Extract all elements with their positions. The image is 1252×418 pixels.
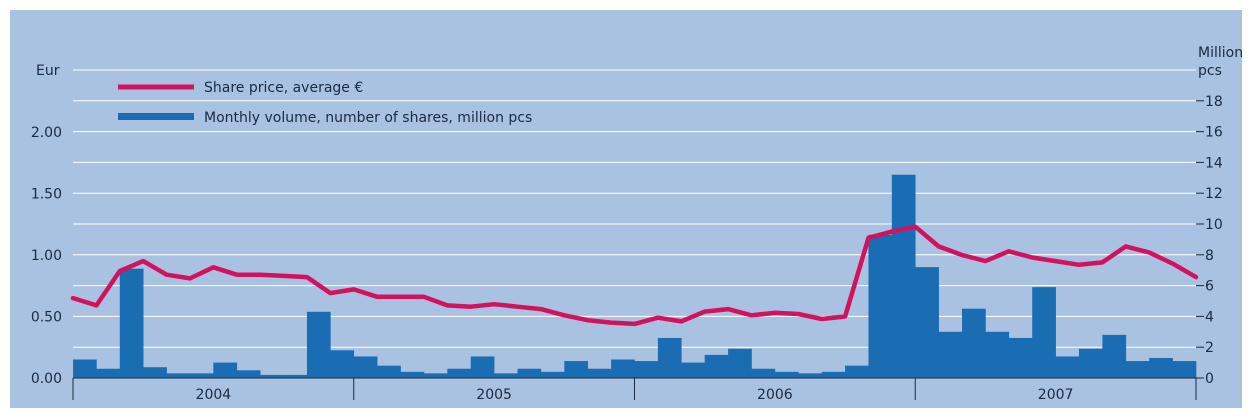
volume-bar [119, 268, 144, 378]
right-tick-label: 10 [1205, 217, 1223, 233]
right-axis-label-line2: pcs [1198, 63, 1222, 79]
volume-bar [1032, 287, 1056, 378]
left-axis-label: Eur [36, 63, 60, 79]
x-tick-label: 2007 [1038, 387, 1074, 403]
right-tick-label: 14 [1205, 155, 1223, 171]
right-tick-label: 18 [1205, 94, 1223, 110]
right-axis-label-line1: Million [1198, 45, 1243, 61]
left-axis: 0.00 0.50 1.00 1.50 2.00 [31, 125, 62, 387]
volume-bar [494, 373, 518, 378]
volume-bar [564, 361, 589, 378]
left-tick-label: 2.00 [31, 125, 62, 141]
volume-bar [213, 362, 238, 378]
volume-bar [423, 373, 448, 378]
volume-bar [540, 371, 565, 378]
volume-bar [1079, 348, 1103, 378]
volume-bar [400, 371, 425, 378]
volume-bar [377, 365, 401, 378]
left-tick-label: 0.00 [31, 371, 62, 387]
legend: Share price, average € Monthly volume, n… [118, 80, 532, 126]
volume-bar [283, 374, 308, 378]
volume-bar [470, 356, 495, 378]
volume-bar [96, 368, 121, 378]
right-tick-label: 16 [1205, 125, 1223, 141]
volume-bar [962, 308, 986, 378]
volume-bar [657, 337, 682, 378]
volume-bar [143, 367, 167, 378]
right-tick-label: 2 [1205, 340, 1214, 356]
volume-bar [353, 356, 378, 378]
volume-bar [868, 234, 893, 378]
volume-bar [73, 359, 97, 378]
right-tick-label: 12 [1205, 186, 1223, 202]
left-tick-label: 1.50 [31, 187, 62, 203]
volume-bar [189, 373, 214, 378]
volume-bar [517, 368, 542, 378]
legend-line-label: Share price, average € [204, 80, 363, 96]
volume-bar [1172, 361, 1197, 378]
volume-bar [634, 361, 659, 378]
volume-bar [821, 371, 846, 378]
volume-bar [1125, 361, 1150, 378]
volume-bar [891, 174, 916, 378]
volume-bar [236, 370, 261, 378]
right-tick-label: 6 [1205, 279, 1214, 295]
volume-bar [938, 331, 963, 378]
right-tick-label: 4 [1205, 309, 1214, 325]
volume-bar [681, 362, 705, 378]
legend-bar-label: Monthly volume, number of shares, millio… [204, 110, 532, 126]
volume-bar [774, 371, 799, 378]
x-axis-labels: 2004 2005 2006 2007 [196, 387, 1074, 403]
volume-bars [73, 174, 1197, 378]
x-tick-label: 2005 [476, 387, 512, 403]
volume-bar [1008, 337, 1033, 378]
volume-bar [260, 374, 284, 378]
right-tick-label: 0 [1205, 371, 1214, 387]
grid [73, 69, 1196, 348]
volume-bar [1149, 357, 1173, 378]
volume-bar [1055, 356, 1080, 378]
volume-bar [704, 354, 729, 378]
x-tick-label: 2004 [196, 387, 232, 403]
volume-bar [611, 359, 635, 378]
volume-bar [306, 311, 331, 378]
volume-bar [845, 365, 869, 378]
volume-bar [587, 368, 612, 378]
volume-bar [330, 350, 355, 378]
x-axis-ticks [72, 378, 1197, 400]
volume-bar [447, 368, 472, 378]
volume-bar [728, 348, 752, 378]
volume-bar [1102, 334, 1127, 378]
x-tick-label: 2006 [757, 387, 793, 403]
left-tick-label: 1.00 [31, 248, 62, 264]
volume-bar [166, 373, 191, 378]
share-price-line [70, 224, 1199, 327]
volume-bar [751, 368, 776, 378]
volume-bar [915, 267, 939, 378]
legend-bar-swatch [118, 113, 194, 120]
right-axis: 0 2 4 6 8 10 12 14 16 18 [1196, 94, 1223, 387]
volume-bar [798, 373, 822, 378]
volume-bar [985, 331, 1010, 378]
right-tick-label: 8 [1205, 248, 1214, 264]
left-tick-label: 0.50 [31, 310, 62, 326]
